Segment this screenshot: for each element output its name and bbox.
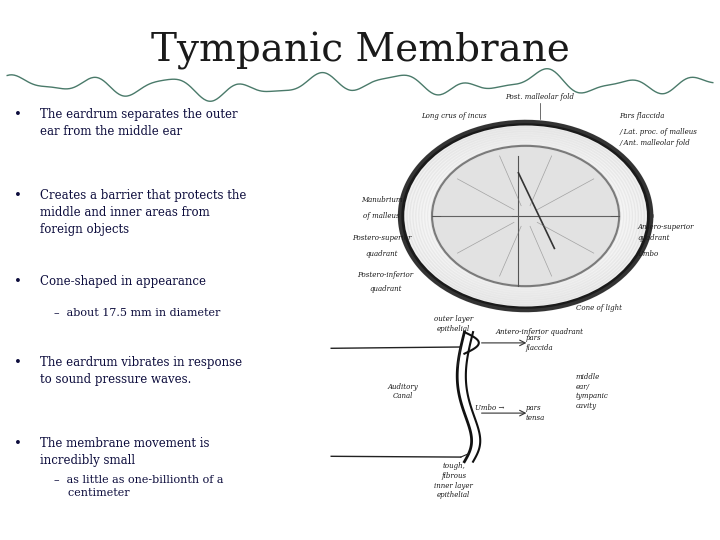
Text: Cone-shaped in appearance: Cone-shaped in appearance	[40, 275, 206, 288]
Text: tough,
fibrous
inner layer
epithelial: tough, fibrous inner layer epithelial	[434, 462, 473, 500]
Text: •: •	[14, 189, 22, 202]
Text: pars
flaccida: pars flaccida	[526, 334, 553, 352]
Text: pars
tensa: pars tensa	[526, 404, 545, 422]
Text: quadrant: quadrant	[637, 234, 670, 241]
Text: Postero-inferior: Postero-inferior	[357, 272, 413, 279]
Text: •: •	[14, 275, 22, 288]
Text: Auditory
Canal: Auditory Canal	[388, 383, 418, 400]
Text: Long crus of incus: Long crus of incus	[420, 112, 487, 120]
Text: Pars flaccida: Pars flaccida	[619, 112, 665, 120]
Text: The membrane movement is
incredibly small: The membrane movement is incredibly smal…	[40, 437, 209, 468]
Text: Antero-superior: Antero-superior	[637, 223, 693, 231]
Text: Creates a barrier that protects the
middle and inner areas from
foreign objects: Creates a barrier that protects the midd…	[40, 189, 246, 236]
Text: Cone of light: Cone of light	[576, 304, 622, 312]
Text: •: •	[14, 437, 22, 450]
Text: •: •	[14, 108, 22, 121]
Text: / Ant. malleolar fold: / Ant. malleolar fold	[619, 139, 690, 147]
Text: –  as little as one-billionth of a
    centimeter: – as little as one-billionth of a centim…	[54, 475, 223, 498]
Text: The eardrum separates the outer
ear from the middle ear: The eardrum separates the outer ear from…	[40, 108, 237, 138]
Text: outer layer
epithelial: outer layer epithelial	[434, 315, 473, 333]
Text: Postero-superior: Postero-superior	[352, 234, 411, 241]
Circle shape	[432, 146, 619, 286]
Text: / Lat. proc. of malleus: / Lat. proc. of malleus	[619, 129, 697, 136]
Text: Manubrium: Manubrium	[361, 196, 402, 204]
Text: –  about 17.5 mm in diameter: – about 17.5 mm in diameter	[54, 308, 220, 318]
Text: •: •	[14, 356, 22, 369]
Text: Antero-inferior quadrant: Antero-inferior quadrant	[496, 328, 584, 336]
Text: middle
ear/
tympanic
cavity: middle ear/ tympanic cavity	[576, 373, 608, 410]
Text: quadrant: quadrant	[369, 285, 402, 293]
Text: Tympanic Membrane: Tympanic Membrane	[150, 32, 570, 70]
Text: of malleus: of malleus	[364, 212, 400, 220]
Text: quadrant: quadrant	[365, 250, 398, 258]
Text: Umbo: Umbo	[637, 250, 659, 258]
Text: Post. malleolar fold: Post. malleolar fold	[505, 93, 575, 101]
Text: Umbo →: Umbo →	[475, 404, 505, 411]
Text: The eardrum vibrates in response
to sound pressure waves.: The eardrum vibrates in response to soun…	[40, 356, 242, 387]
